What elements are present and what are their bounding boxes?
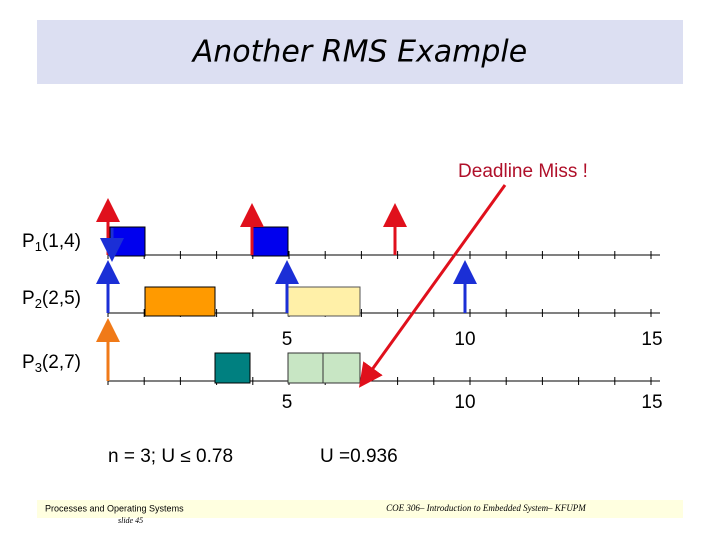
note: U =0.936 bbox=[320, 446, 398, 467]
task-block bbox=[109, 226, 146, 257]
process-label: P1(1,4) bbox=[22, 231, 81, 254]
footer-bar bbox=[37, 500, 683, 518]
time-label: 10 bbox=[454, 392, 475, 413]
note: n = 3; U ≤ 0.78 bbox=[108, 446, 233, 467]
process-sub: 2 bbox=[35, 296, 42, 311]
process-label: P2(2,5) bbox=[22, 288, 81, 311]
footer-slide: slide 45 bbox=[118, 516, 143, 525]
annotation: Deadline Miss ! bbox=[458, 161, 588, 182]
process-params: (1,4) bbox=[42, 231, 81, 252]
process-params: (2,5) bbox=[42, 288, 81, 309]
process-params: (2,7) bbox=[42, 352, 81, 373]
process-label: P3(2,7) bbox=[22, 352, 81, 375]
task-block bbox=[287, 286, 361, 317]
footer-right: COE 306– Introduction to Embedded System… bbox=[386, 503, 586, 513]
task-block bbox=[251, 226, 289, 257]
process-name: P bbox=[22, 231, 35, 252]
miss-pointer bbox=[358, 184, 507, 388]
task-block bbox=[287, 352, 324, 384]
footer-left: Processes and Operating Systems bbox=[45, 503, 184, 513]
task-block bbox=[144, 286, 216, 317]
process-sub: 1 bbox=[35, 239, 42, 254]
time-label: 5 bbox=[282, 392, 293, 413]
title: Another RMS Example bbox=[191, 35, 527, 70]
process-name: P bbox=[22, 288, 35, 309]
time-label: 10 bbox=[454, 329, 475, 350]
time-label: 15 bbox=[641, 392, 662, 413]
task-block bbox=[214, 352, 251, 384]
time-label: 15 bbox=[641, 329, 662, 350]
task-block bbox=[322, 352, 361, 384]
process-name: P bbox=[22, 352, 35, 373]
timelines bbox=[107, 251, 660, 385]
title-box bbox=[37, 20, 683, 84]
time-label: 5 bbox=[282, 329, 293, 350]
process-sub: 3 bbox=[35, 360, 42, 375]
